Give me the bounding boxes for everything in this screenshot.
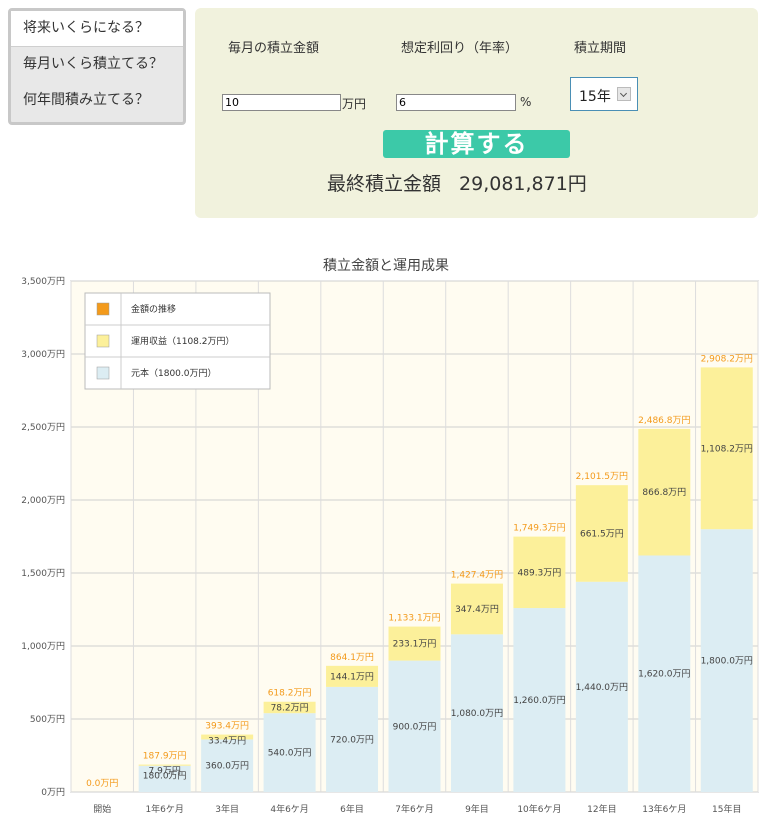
calculate-button[interactable]: 計算する xyxy=(383,130,570,158)
bar-profit-label: 661.5万円 xyxy=(580,528,624,539)
bar-profit-label: 33.4万円 xyxy=(208,736,246,747)
y-tick-label: 3,500万円 xyxy=(21,276,65,287)
bar-principal-label: 720.0万円 xyxy=(330,734,374,745)
chevron-down-icon xyxy=(617,87,631,101)
bar-profit-label: 489.3万円 xyxy=(518,567,562,578)
x-tick-label: 1年6ケ月 xyxy=(145,803,183,815)
y-tick-label: 2,500万円 xyxy=(21,422,65,433)
result-line: 最終積立金額 29,081,871円 xyxy=(327,169,587,196)
x-tick-label: 開始 xyxy=(93,803,111,815)
y-tick-label: 1,000万円 xyxy=(21,641,65,652)
bar-principal-label: 1,620.0万円 xyxy=(638,669,690,680)
bar-profit xyxy=(326,665,379,687)
bar-profit xyxy=(575,485,628,582)
total-label: 2,908.2万円 xyxy=(701,353,753,364)
bar-principal-label: 180.0万円 xyxy=(143,771,187,782)
monthly-amount-label: 毎月の積立金額 xyxy=(228,41,320,56)
calculator-panel: 毎月の積立金額 想定利回り（年率） 積立期間 万円 % 15年 計算する 最終積… xyxy=(195,8,758,218)
bar-principal-label: 1,260.0万円 xyxy=(513,695,565,706)
bar-profit xyxy=(700,367,753,530)
bar-profit xyxy=(138,764,191,766)
bar-principal-label: 1,440.0万円 xyxy=(576,682,628,693)
y-tick-label: 0万円 xyxy=(41,787,65,798)
bar-principal xyxy=(201,739,254,792)
total-label: 864.1万円 xyxy=(330,652,374,663)
total-label: 187.9万円 xyxy=(143,751,187,762)
period-select[interactable]: 15年 xyxy=(570,77,638,111)
legend-principal-label: 元本（1800.0万円） xyxy=(131,367,217,379)
x-tick-label: 10年6ケ月 xyxy=(517,803,561,815)
x-tick-label: 3年目 xyxy=(215,803,239,815)
rate-unit: % xyxy=(520,95,532,109)
legend-totals-label: 金額の推移 xyxy=(131,303,176,315)
x-tick-label: 13年6ケ月 xyxy=(642,803,686,815)
bar-profit-label: 78.2万円 xyxy=(271,703,309,714)
bar-principal-label: 540.0万円 xyxy=(268,748,312,759)
y-tick-label: 3,000万円 xyxy=(21,349,65,360)
legend-box xyxy=(84,292,271,390)
monthly-amount-input[interactable] xyxy=(222,94,341,111)
nav-item-future-value[interactable]: 将来いくらになる？ xyxy=(11,11,183,47)
total-label: 2,486.8万円 xyxy=(638,415,690,426)
nav-item-years[interactable]: 何年間積み立てる？ xyxy=(23,92,149,108)
bar-principal xyxy=(326,686,379,792)
bar-principal xyxy=(450,634,503,792)
bar-profit-label: 144.1万円 xyxy=(330,671,374,682)
result-value: 29,081,871円 xyxy=(459,173,587,195)
result-label: 最終積立金額 xyxy=(327,173,442,195)
bar-profit xyxy=(450,583,503,635)
bar-principal xyxy=(638,555,691,792)
bar-principal-label: 1,080.0万円 xyxy=(451,708,503,719)
chart-title: 積立金額と運用成果 xyxy=(323,258,449,274)
x-tick-label: 7年6ケ月 xyxy=(395,803,433,815)
rate-input[interactable] xyxy=(396,94,516,111)
period-select-value: 15年 xyxy=(579,89,611,105)
bar-principal xyxy=(700,529,753,792)
y-tick-label: 1,500万円 xyxy=(21,568,65,579)
bar-profit xyxy=(201,734,254,740)
monthly-amount-unit: 万円 xyxy=(342,97,367,111)
y-tick-label: 500万円 xyxy=(30,714,65,725)
total-label: 0.0万円 xyxy=(86,778,118,789)
bar-profit xyxy=(513,536,566,609)
mode-nav: 将来いくらになる？ 毎月いくら積立てる？ 何年間積み立てる？ xyxy=(8,8,186,125)
bar-profit xyxy=(638,428,691,556)
legend-principal-swatch xyxy=(96,366,110,380)
x-tick-label: 6年目 xyxy=(340,803,364,815)
bar-profit-label: 1,108.2万円 xyxy=(701,443,753,454)
bar-principal xyxy=(138,765,191,792)
bar-principal xyxy=(388,660,441,792)
nav-item-monthly-amount[interactable]: 毎月いくら積立てる？ xyxy=(23,56,163,72)
bar-profit-label: 233.1万円 xyxy=(393,639,437,650)
x-tick-label: 15年目 xyxy=(712,803,741,815)
x-tick-label: 4年6ケ月 xyxy=(270,803,308,815)
total-label: 393.4万円 xyxy=(205,721,249,732)
bar-principal xyxy=(575,581,628,792)
legend-profit-swatch xyxy=(96,334,110,348)
bar-principal-label: 900.0万円 xyxy=(393,721,437,732)
bar-principal xyxy=(513,608,566,792)
y-tick-label: 2,000万円 xyxy=(21,495,65,506)
legend-totals-swatch xyxy=(96,302,110,316)
total-label: 1,749.3万円 xyxy=(513,523,565,534)
total-label: 618.2万円 xyxy=(268,688,312,699)
bar-principal xyxy=(263,713,316,792)
bar-profit-label: 866.8万円 xyxy=(642,487,686,498)
bar-profit xyxy=(388,626,441,661)
bar-profit-label: 7.9万円 xyxy=(149,766,181,777)
bar-profit xyxy=(263,701,316,714)
bar-profit-label: 347.4万円 xyxy=(455,604,499,615)
total-label: 1,427.4万円 xyxy=(451,570,503,581)
x-tick-label: 9年目 xyxy=(465,803,489,815)
x-tick-label: 12年目 xyxy=(587,803,616,815)
total-label: 1,133.1万円 xyxy=(388,613,440,624)
bar-principal-label: 1,800.0万円 xyxy=(701,656,753,667)
rate-label: 想定利回り（年率） xyxy=(401,41,519,56)
total-label: 2,101.5万円 xyxy=(576,471,628,482)
legend-profit-label: 運用収益（1108.2万円） xyxy=(131,335,235,347)
bar-principal-label: 360.0万円 xyxy=(205,761,249,772)
period-label: 積立期間 xyxy=(574,41,627,56)
